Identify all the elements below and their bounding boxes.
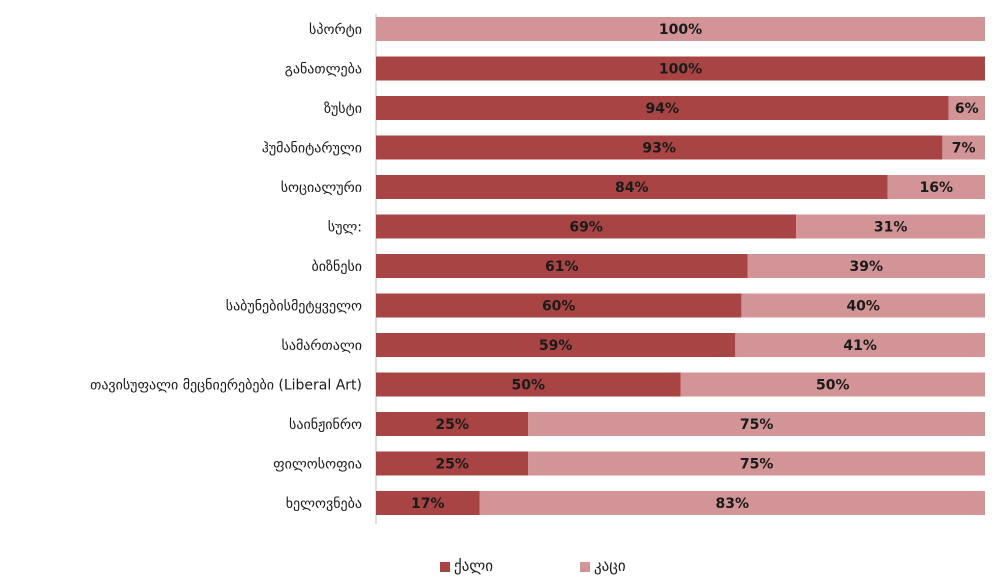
- bar-segment-female: [376, 254, 748, 278]
- data-label: 59%: [539, 338, 573, 354]
- bar-segment-female: [376, 293, 742, 318]
- bar-segment-male: [796, 214, 985, 239]
- bar-segment-male: [528, 451, 985, 476]
- legend: ქალი კაცი: [440, 557, 626, 575]
- bar-segment-female: [376, 214, 797, 239]
- legend-item-male: კაცი: [580, 557, 626, 575]
- bar-segment-male: [680, 372, 985, 397]
- bar-segment-male: [887, 175, 985, 199]
- category-label: ბიზნესი: [312, 259, 362, 275]
- category-label: ხელოვნება: [286, 496, 362, 512]
- category-label: თავისუფალი მეცნიერებები (Liberal Art): [90, 377, 362, 394]
- bar-segment-female: [376, 412, 529, 436]
- bar-segment-female: [376, 491, 480, 515]
- data-label: 31%: [874, 220, 908, 236]
- category-label: სპორტი: [309, 21, 362, 38]
- data-label: 100%: [659, 62, 702, 78]
- data-label: 84%: [615, 180, 649, 196]
- data-label: 40%: [846, 299, 880, 315]
- category-label: ჰუმანიტარული: [262, 140, 362, 157]
- bar-segment-female: [376, 333, 736, 357]
- bar-segment-male: [479, 491, 985, 515]
- category-label: სოციალური: [281, 179, 362, 196]
- data-label: 50%: [511, 378, 545, 394]
- bar-segment-female: [376, 175, 888, 199]
- data-label: 94%: [645, 101, 679, 117]
- data-label: 75%: [740, 417, 774, 433]
- bars-group: სპორტი 100% განათლება 100% ზუსტი 94% 6% ჰუმანიტ…: [90, 17, 985, 515]
- data-label: 69%: [569, 220, 603, 236]
- data-label: 25%: [435, 457, 469, 473]
- bar-segment-male: [948, 96, 985, 120]
- data-label: 75%: [740, 457, 774, 473]
- category-label: ფილოსოფია: [273, 457, 362, 473]
- data-label: 17%: [411, 496, 445, 512]
- bar-segment-female: [376, 372, 681, 397]
- category-label: განათლება: [285, 62, 362, 78]
- data-label: 41%: [843, 338, 877, 354]
- bar-segment-male: [942, 135, 985, 160]
- bar-segment-male: [528, 412, 985, 436]
- data-label: 83%: [716, 496, 750, 512]
- category-label: სულ:: [328, 220, 362, 236]
- data-label: 50%: [816, 378, 850, 394]
- bar-segment-male: [376, 17, 985, 41]
- legend-label: ქალი: [454, 557, 493, 575]
- legend-item-female: ქალი: [440, 557, 493, 575]
- bar-segment-female: [376, 56, 985, 81]
- data-label: 6%: [955, 101, 979, 117]
- bar-segment-female: [376, 96, 949, 120]
- bar-segment-female: [376, 451, 529, 476]
- category-label: საინჟინრო: [289, 416, 362, 433]
- legend-label: კაცი: [594, 557, 626, 575]
- bar-segment-male: [735, 333, 985, 357]
- data-label: 93%: [642, 141, 676, 157]
- category-label: სამართალი: [282, 337, 362, 354]
- legend-swatch: [580, 562, 590, 572]
- category-label: ზუსტი: [324, 101, 362, 117]
- data-label: 100%: [659, 22, 702, 38]
- bar-segment-male: [741, 293, 985, 318]
- data-label: 60%: [542, 299, 576, 315]
- bar-segment-female: [376, 135, 943, 160]
- bar-segment-male: [747, 254, 985, 278]
- data-label: 61%: [545, 259, 579, 275]
- data-label: 7%: [952, 141, 976, 157]
- data-label: 39%: [849, 259, 883, 275]
- legend-swatch: [440, 562, 450, 572]
- data-label: 25%: [435, 417, 469, 433]
- data-label: 16%: [920, 180, 954, 196]
- category-label: საბუნებისმეტყველო: [226, 299, 362, 315]
